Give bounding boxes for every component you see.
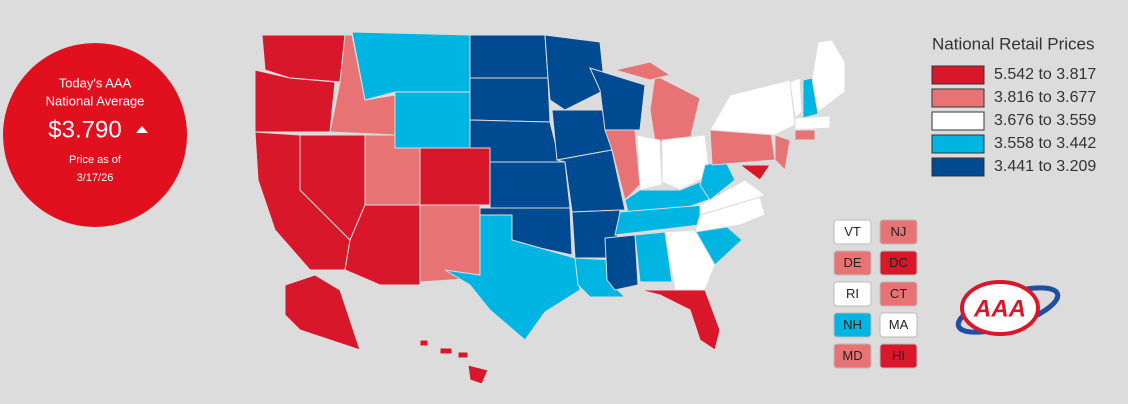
small-state-box: [833, 312, 872, 338]
legend-label: 3.558 to 3.442: [994, 135, 1096, 152]
state: [439, 347, 453, 355]
badge-label: Today's AAA: [59, 75, 132, 90]
state: [634, 231, 673, 283]
badge-label: National Average: [46, 93, 145, 108]
legend: 5.542 to 3.817 3.816 to 3.677 3.676 to 3.5…: [931, 65, 1096, 177]
legend-title: National Retail Prices: [932, 34, 1095, 53]
state: [467, 364, 489, 385]
small-state-label: DC: [889, 255, 908, 270]
state: [469, 34, 549, 79]
small-state-label: MD: [842, 348, 862, 363]
logo-text: AAA: [973, 295, 1026, 322]
state: [649, 74, 701, 143]
state: [738, 164, 771, 181]
state: [469, 77, 551, 123]
small-state-box: [879, 312, 918, 338]
legend-swatch: [931, 65, 985, 85]
small-state-label: NH: [843, 317, 862, 332]
small-state-label: DE: [843, 255, 861, 270]
logo-oval: [960, 280, 1040, 336]
small-state-box: [879, 219, 918, 245]
state: [419, 339, 429, 347]
state: [802, 77, 819, 119]
legend-label: 3.816 to 3.677: [994, 89, 1096, 106]
state: [489, 161, 571, 209]
legend-swatch: [931, 88, 985, 108]
date-label: Price as of: [69, 154, 122, 166]
state: [351, 31, 471, 101]
small-state-label: CT: [890, 286, 907, 301]
state: [709, 79, 796, 136]
small-state-box: [833, 250, 872, 276]
trend-arrow: [136, 126, 148, 133]
state: [661, 134, 711, 191]
average-price: $3.790: [48, 116, 121, 143]
aaa-logo: AAA: [955, 280, 1061, 336]
us-map: [254, 31, 846, 385]
legend-label: 5.542 to 3.817: [994, 66, 1096, 83]
small-state-box: [879, 250, 918, 276]
small-state-box: [833, 281, 872, 307]
small-state-label: RI: [846, 286, 859, 301]
small-state-label: HI: [892, 348, 905, 363]
state: [789, 77, 803, 119]
date: 3/17/26: [77, 172, 114, 184]
small-state-box: [879, 343, 918, 369]
small-states: VT DE RI NH MD NJ DC CT MA HI: [833, 219, 918, 369]
average-badge: [3, 43, 187, 227]
small-state-box: [833, 219, 872, 245]
state: [794, 115, 831, 131]
small-state-box: [833, 343, 872, 369]
legend-swatch: [931, 111, 985, 131]
state: [394, 91, 471, 149]
legend-label: 3.676 to 3.559: [994, 112, 1096, 129]
state: [604, 129, 641, 201]
state: [614, 61, 672, 81]
state: [284, 274, 361, 351]
state: [254, 69, 336, 133]
state: [419, 147, 491, 206]
state: [457, 351, 469, 359]
state: [639, 289, 721, 351]
state: [604, 234, 639, 291]
legend-swatch: [931, 134, 985, 154]
state: [699, 179, 767, 216]
small-state-label: MA: [889, 317, 909, 332]
state: [664, 229, 716, 291]
state: [636, 134, 663, 191]
legend-label: 3.441 to 3.209: [994, 158, 1096, 175]
state: [774, 134, 791, 172]
small-state-label: VT: [844, 224, 861, 239]
legend-swatch: [931, 157, 985, 177]
state: [811, 39, 846, 113]
small-state-label: NJ: [891, 224, 907, 239]
state: [444, 214, 581, 341]
state: [794, 129, 816, 141]
small-state-box: [879, 281, 918, 307]
